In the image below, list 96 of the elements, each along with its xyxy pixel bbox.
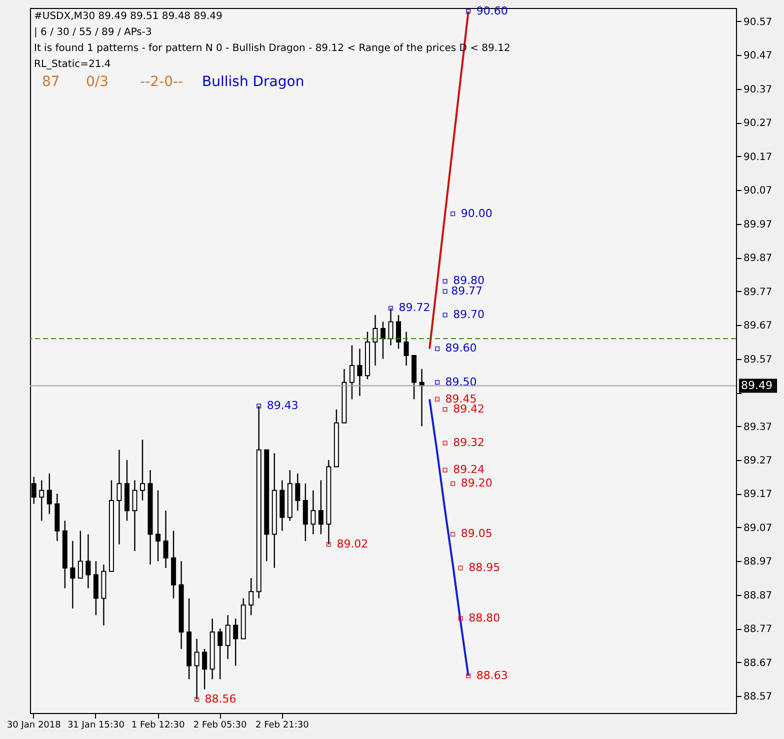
point xyxy=(450,481,456,486)
data-label: 89.20 xyxy=(460,476,492,490)
point xyxy=(388,306,394,311)
annotation: RL_Static=21.4 xyxy=(34,59,111,70)
data-label: 89.70 xyxy=(453,308,485,321)
x-tick-label: 1 Feb 12:30 xyxy=(131,720,185,730)
candlestick xyxy=(302,483,308,542)
candlestick xyxy=(132,480,138,552)
data-label: 89.60 xyxy=(445,342,477,355)
candlestick xyxy=(349,344,354,400)
point xyxy=(442,468,448,472)
point xyxy=(256,404,262,408)
y-tick-label: 89.77 xyxy=(744,286,772,298)
x-tick-label: 30 Jan 2018 xyxy=(6,720,62,730)
y-tick-label: 88.97 xyxy=(744,556,772,568)
data-label: 89.50 xyxy=(445,375,477,388)
candlestick xyxy=(39,480,44,522)
candlestick xyxy=(140,439,145,502)
candlestick xyxy=(310,490,316,535)
y-tick-label: 88.87 xyxy=(744,590,772,602)
y-tick-label: 90.37 xyxy=(744,84,772,96)
candlestick xyxy=(404,331,409,366)
point xyxy=(434,346,440,352)
candlestick xyxy=(248,577,254,616)
candlestick xyxy=(233,618,238,666)
data-label: 89.02 xyxy=(336,537,368,550)
point xyxy=(434,380,440,385)
point xyxy=(458,566,463,570)
y-tick-label: 89.17 xyxy=(744,489,772,500)
point xyxy=(442,440,448,446)
y-tick-label: 90.57 xyxy=(744,16,772,28)
data-label: 90.00 xyxy=(460,206,492,220)
data-label: 88.95 xyxy=(468,560,500,574)
candlestick xyxy=(380,321,386,360)
candlestick xyxy=(396,314,402,350)
point xyxy=(326,542,332,547)
annotation: 0/3 xyxy=(86,74,109,90)
y-tick-label: 89.57 xyxy=(744,354,772,366)
x-tick-label: 31 Jan 15:30 xyxy=(67,720,125,730)
annotation: 87 xyxy=(42,74,60,90)
annotation: Bullish Dragon xyxy=(202,74,304,90)
data-label: 88.56 xyxy=(204,692,236,706)
point xyxy=(450,211,456,216)
candlestick xyxy=(116,449,122,545)
candlestick xyxy=(202,648,208,690)
data-label: 89.32 xyxy=(453,436,485,450)
y-tick-label: 88.57 xyxy=(744,692,772,703)
y-tick-label: 88.77 xyxy=(744,624,772,636)
point xyxy=(442,288,448,294)
y-tick-label: 89.87 xyxy=(744,253,772,264)
point xyxy=(466,674,471,678)
point xyxy=(442,407,448,412)
point xyxy=(458,616,463,621)
candlestick xyxy=(372,314,378,366)
point xyxy=(466,9,471,14)
candlestick xyxy=(225,614,230,660)
candlestick xyxy=(46,472,52,515)
data-label: 88.63 xyxy=(476,668,508,682)
y-tick-label: 89.37 xyxy=(744,422,772,433)
annotation: --2-0-- xyxy=(140,74,184,90)
ref-line-label: 89.49 xyxy=(741,378,772,392)
candlestick xyxy=(93,560,98,616)
data-label: 89.72 xyxy=(398,301,430,314)
candlestick xyxy=(218,628,223,680)
candlestick xyxy=(156,490,161,562)
data-label: 89.05 xyxy=(460,527,492,540)
point xyxy=(442,312,448,318)
point xyxy=(434,396,440,402)
y-tick-label: 90.27 xyxy=(744,118,772,130)
candlestick xyxy=(357,348,362,397)
x-tick-label: 2 Feb 05:30 xyxy=(193,720,248,730)
y-tick-label: 90.07 xyxy=(744,186,772,197)
candlestick xyxy=(318,480,324,535)
y-tick-label: 89.67 xyxy=(744,320,772,332)
candlestick xyxy=(70,540,76,610)
point xyxy=(194,697,200,702)
candlestick xyxy=(86,534,91,589)
y-tick-label: 90.17 xyxy=(744,152,772,163)
y-tick-label: 90.47 xyxy=(744,50,772,62)
y-tick-label: 88.67 xyxy=(744,658,772,669)
x-tick-label: 2 Feb 21:30 xyxy=(255,720,310,730)
candlestick xyxy=(194,638,200,700)
y-tick-label: 89.97 xyxy=(744,219,772,230)
y-tick-label: 89.27 xyxy=(744,456,772,467)
annotation: | 6 / 30 / 55 / 89 / APs-3 xyxy=(34,27,152,38)
data-label: 88.80 xyxy=(468,612,500,625)
point xyxy=(450,532,456,537)
candlestick xyxy=(295,472,300,512)
candlestick xyxy=(388,308,394,346)
data-label: 89.43 xyxy=(266,399,298,412)
y-tick-label: 89.07 xyxy=(744,522,772,534)
candlestick xyxy=(163,510,168,569)
candlestick xyxy=(78,530,83,579)
point xyxy=(442,278,448,284)
data-label: 89.24 xyxy=(453,463,485,476)
chart-title: #USDX,M30 89.49 89.51 89.48 89.49 xyxy=(34,11,222,22)
